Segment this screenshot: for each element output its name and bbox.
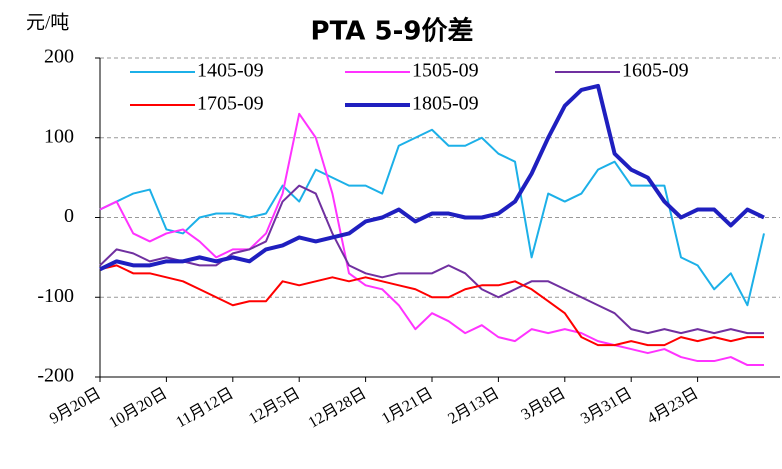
legend-label: 1505-09 bbox=[412, 60, 479, 82]
y-tick-label: 0 bbox=[64, 205, 74, 227]
legend-label: 1405-09 bbox=[197, 60, 264, 82]
x-tick-label: 4月23日 bbox=[644, 385, 701, 428]
x-tick-label: 1月21日 bbox=[379, 385, 436, 428]
legend-label: 1705-09 bbox=[197, 93, 264, 115]
x-tick-label: 12月5日 bbox=[246, 385, 303, 428]
x-tick-label: 3月8日 bbox=[519, 385, 569, 424]
legend-label: 1805-09 bbox=[412, 93, 479, 115]
y-tick-label: 100 bbox=[44, 125, 74, 147]
x-tick-label: 3月31日 bbox=[578, 385, 635, 428]
series-line bbox=[99, 112, 764, 367]
legend-label: 1605-09 bbox=[622, 60, 689, 82]
series-line bbox=[99, 83, 765, 272]
y-tick-label: 200 bbox=[44, 46, 74, 68]
y-tick-label: -200 bbox=[37, 365, 74, 387]
x-tick-label: 9月20日 bbox=[47, 385, 104, 428]
y-tick-label: -100 bbox=[37, 285, 74, 307]
x-tick-label: 12月28日 bbox=[305, 385, 369, 432]
x-tick-label: 10月20日 bbox=[106, 385, 170, 432]
y-axis-label: 元/吨 bbox=[26, 11, 69, 33]
series-line bbox=[99, 184, 764, 335]
series-line bbox=[99, 264, 764, 347]
x-tick-label: 2月13日 bbox=[445, 385, 502, 428]
x-tick-label: 11月12日 bbox=[173, 385, 236, 431]
chart-title: PTA 5-9价差 bbox=[311, 16, 474, 47]
